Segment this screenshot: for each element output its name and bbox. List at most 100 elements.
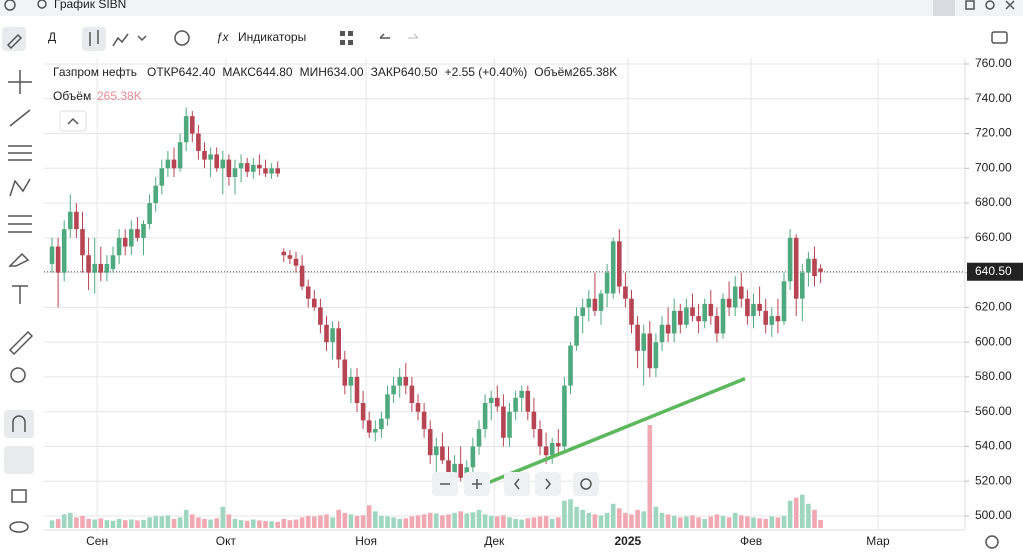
redo-btn[interactable] bbox=[408, 33, 419, 39]
last-price-label: 640.50 bbox=[975, 264, 1012, 278]
candle-body bbox=[354, 376, 360, 403]
lock-tool[interactable] bbox=[11, 489, 27, 503]
x-tick-label: Мар bbox=[866, 534, 890, 548]
forecast-tool[interactable] bbox=[8, 215, 32, 233]
volume-bar bbox=[714, 514, 720, 528]
candle-body bbox=[86, 255, 91, 273]
candle-body bbox=[220, 159, 226, 169]
candle-body bbox=[373, 429, 378, 433]
window-btn[interactable] bbox=[965, 0, 975, 10]
add-btn[interactable] bbox=[174, 30, 190, 46]
magnet-tool[interactable] bbox=[4, 410, 34, 438]
close-btn[interactable] bbox=[1005, 0, 1015, 10]
volume-bar bbox=[68, 512, 73, 528]
candles-btn[interactable] bbox=[82, 27, 106, 51]
ruler-tool[interactable] bbox=[8, 330, 34, 356]
hide-tool[interactable] bbox=[9, 521, 29, 533]
candle-body bbox=[549, 442, 555, 456]
volume-bar bbox=[55, 518, 61, 528]
candle-body bbox=[751, 303, 756, 317]
search-title[interactable]: График SIBN bbox=[54, 0, 126, 11]
volume-bar bbox=[812, 509, 817, 528]
candle-body bbox=[232, 168, 238, 177]
y-tick-label: 660.00 bbox=[975, 230, 1012, 244]
candle-body bbox=[171, 159, 177, 169]
layouts-btn[interactable] bbox=[340, 31, 353, 45]
scroll-left-btn[interactable] bbox=[504, 472, 530, 496]
candle-body bbox=[690, 307, 695, 317]
line-tool[interactable] bbox=[9, 109, 31, 127]
undo-btn[interactable] bbox=[379, 33, 390, 39]
candle-body bbox=[397, 376, 402, 386]
text-tool[interactable] bbox=[12, 285, 28, 304]
volume-bar bbox=[592, 514, 598, 528]
volume-bar bbox=[562, 500, 567, 528]
candle-body bbox=[775, 316, 781, 322]
collapse-btn[interactable] bbox=[933, 0, 955, 16]
volume-bar bbox=[659, 512, 665, 528]
reset-btn[interactable] bbox=[573, 472, 599, 496]
volume-bar bbox=[324, 514, 329, 528]
volume-bar bbox=[153, 515, 158, 528]
app-icon[interactable] bbox=[4, 0, 16, 11]
candle-body bbox=[208, 154, 213, 160]
chart-type-btn[interactable] bbox=[112, 33, 129, 47]
volume-bar bbox=[696, 517, 701, 528]
volume-bar bbox=[464, 513, 470, 528]
candle-body bbox=[263, 168, 268, 174]
volume-bar bbox=[391, 517, 396, 528]
header-item: МИН634.00 bbox=[300, 65, 364, 79]
scroll-right-btn[interactable] bbox=[535, 472, 561, 496]
candle-body bbox=[745, 298, 750, 317]
candle-body bbox=[80, 229, 85, 256]
volume-bar bbox=[623, 512, 628, 528]
axis-settings-btn[interactable] bbox=[985, 535, 999, 549]
period-btn[interactable]: Д bbox=[48, 30, 56, 44]
volume-bar bbox=[495, 516, 500, 528]
volume-bar bbox=[159, 516, 165, 528]
volume-bar bbox=[525, 518, 531, 528]
candle-body bbox=[129, 229, 134, 247]
volume-bar bbox=[244, 520, 250, 528]
crosshair-tool[interactable] bbox=[8, 70, 32, 94]
volume-bar bbox=[299, 517, 305, 528]
candle-body bbox=[470, 446, 476, 468]
volume-bar bbox=[232, 518, 238, 528]
zoom-tool[interactable] bbox=[10, 367, 26, 383]
candle-body bbox=[641, 333, 646, 351]
candle-body bbox=[763, 310, 768, 325]
candle-body bbox=[244, 163, 250, 172]
volume-bar bbox=[806, 503, 811, 528]
lock-drawing-tool[interactable] bbox=[4, 446, 34, 474]
volume-label: Объём bbox=[53, 89, 91, 103]
volume-bar bbox=[720, 515, 726, 528]
collapse-legend-btn[interactable] bbox=[59, 110, 87, 132]
candle-body bbox=[281, 251, 287, 256]
candle-body bbox=[147, 203, 152, 224]
candle-body bbox=[537, 429, 543, 447]
candle-body bbox=[324, 324, 329, 343]
volume-bar bbox=[257, 520, 262, 528]
candles-icon bbox=[89, 30, 99, 46]
volume-bar bbox=[80, 515, 85, 528]
volume-bar bbox=[568, 499, 573, 528]
header-item: ОТКР642.40 bbox=[147, 65, 216, 79]
candle-body bbox=[446, 460, 451, 473]
dropdown-btn[interactable] bbox=[137, 35, 147, 42]
candle-body bbox=[257, 164, 262, 169]
volume-bar bbox=[74, 517, 79, 528]
candle-body bbox=[806, 258, 811, 273]
brush-tool[interactable] bbox=[8, 252, 30, 267]
volume-bar bbox=[330, 517, 335, 528]
indicators-btn[interactable]: Индикаторы bbox=[238, 30, 306, 44]
fib-tool[interactable] bbox=[8, 145, 32, 161]
screenshot-btn[interactable] bbox=[991, 31, 1008, 44]
settings-btn[interactable] bbox=[985, 0, 995, 10]
volume-bar bbox=[104, 520, 110, 528]
pattern-tool[interactable] bbox=[9, 178, 31, 197]
candle-body bbox=[275, 168, 280, 174]
search-icon[interactable] bbox=[37, 0, 47, 9]
y-tick-label: 740.00 bbox=[975, 91, 1012, 105]
volume-bar bbox=[202, 518, 207, 528]
